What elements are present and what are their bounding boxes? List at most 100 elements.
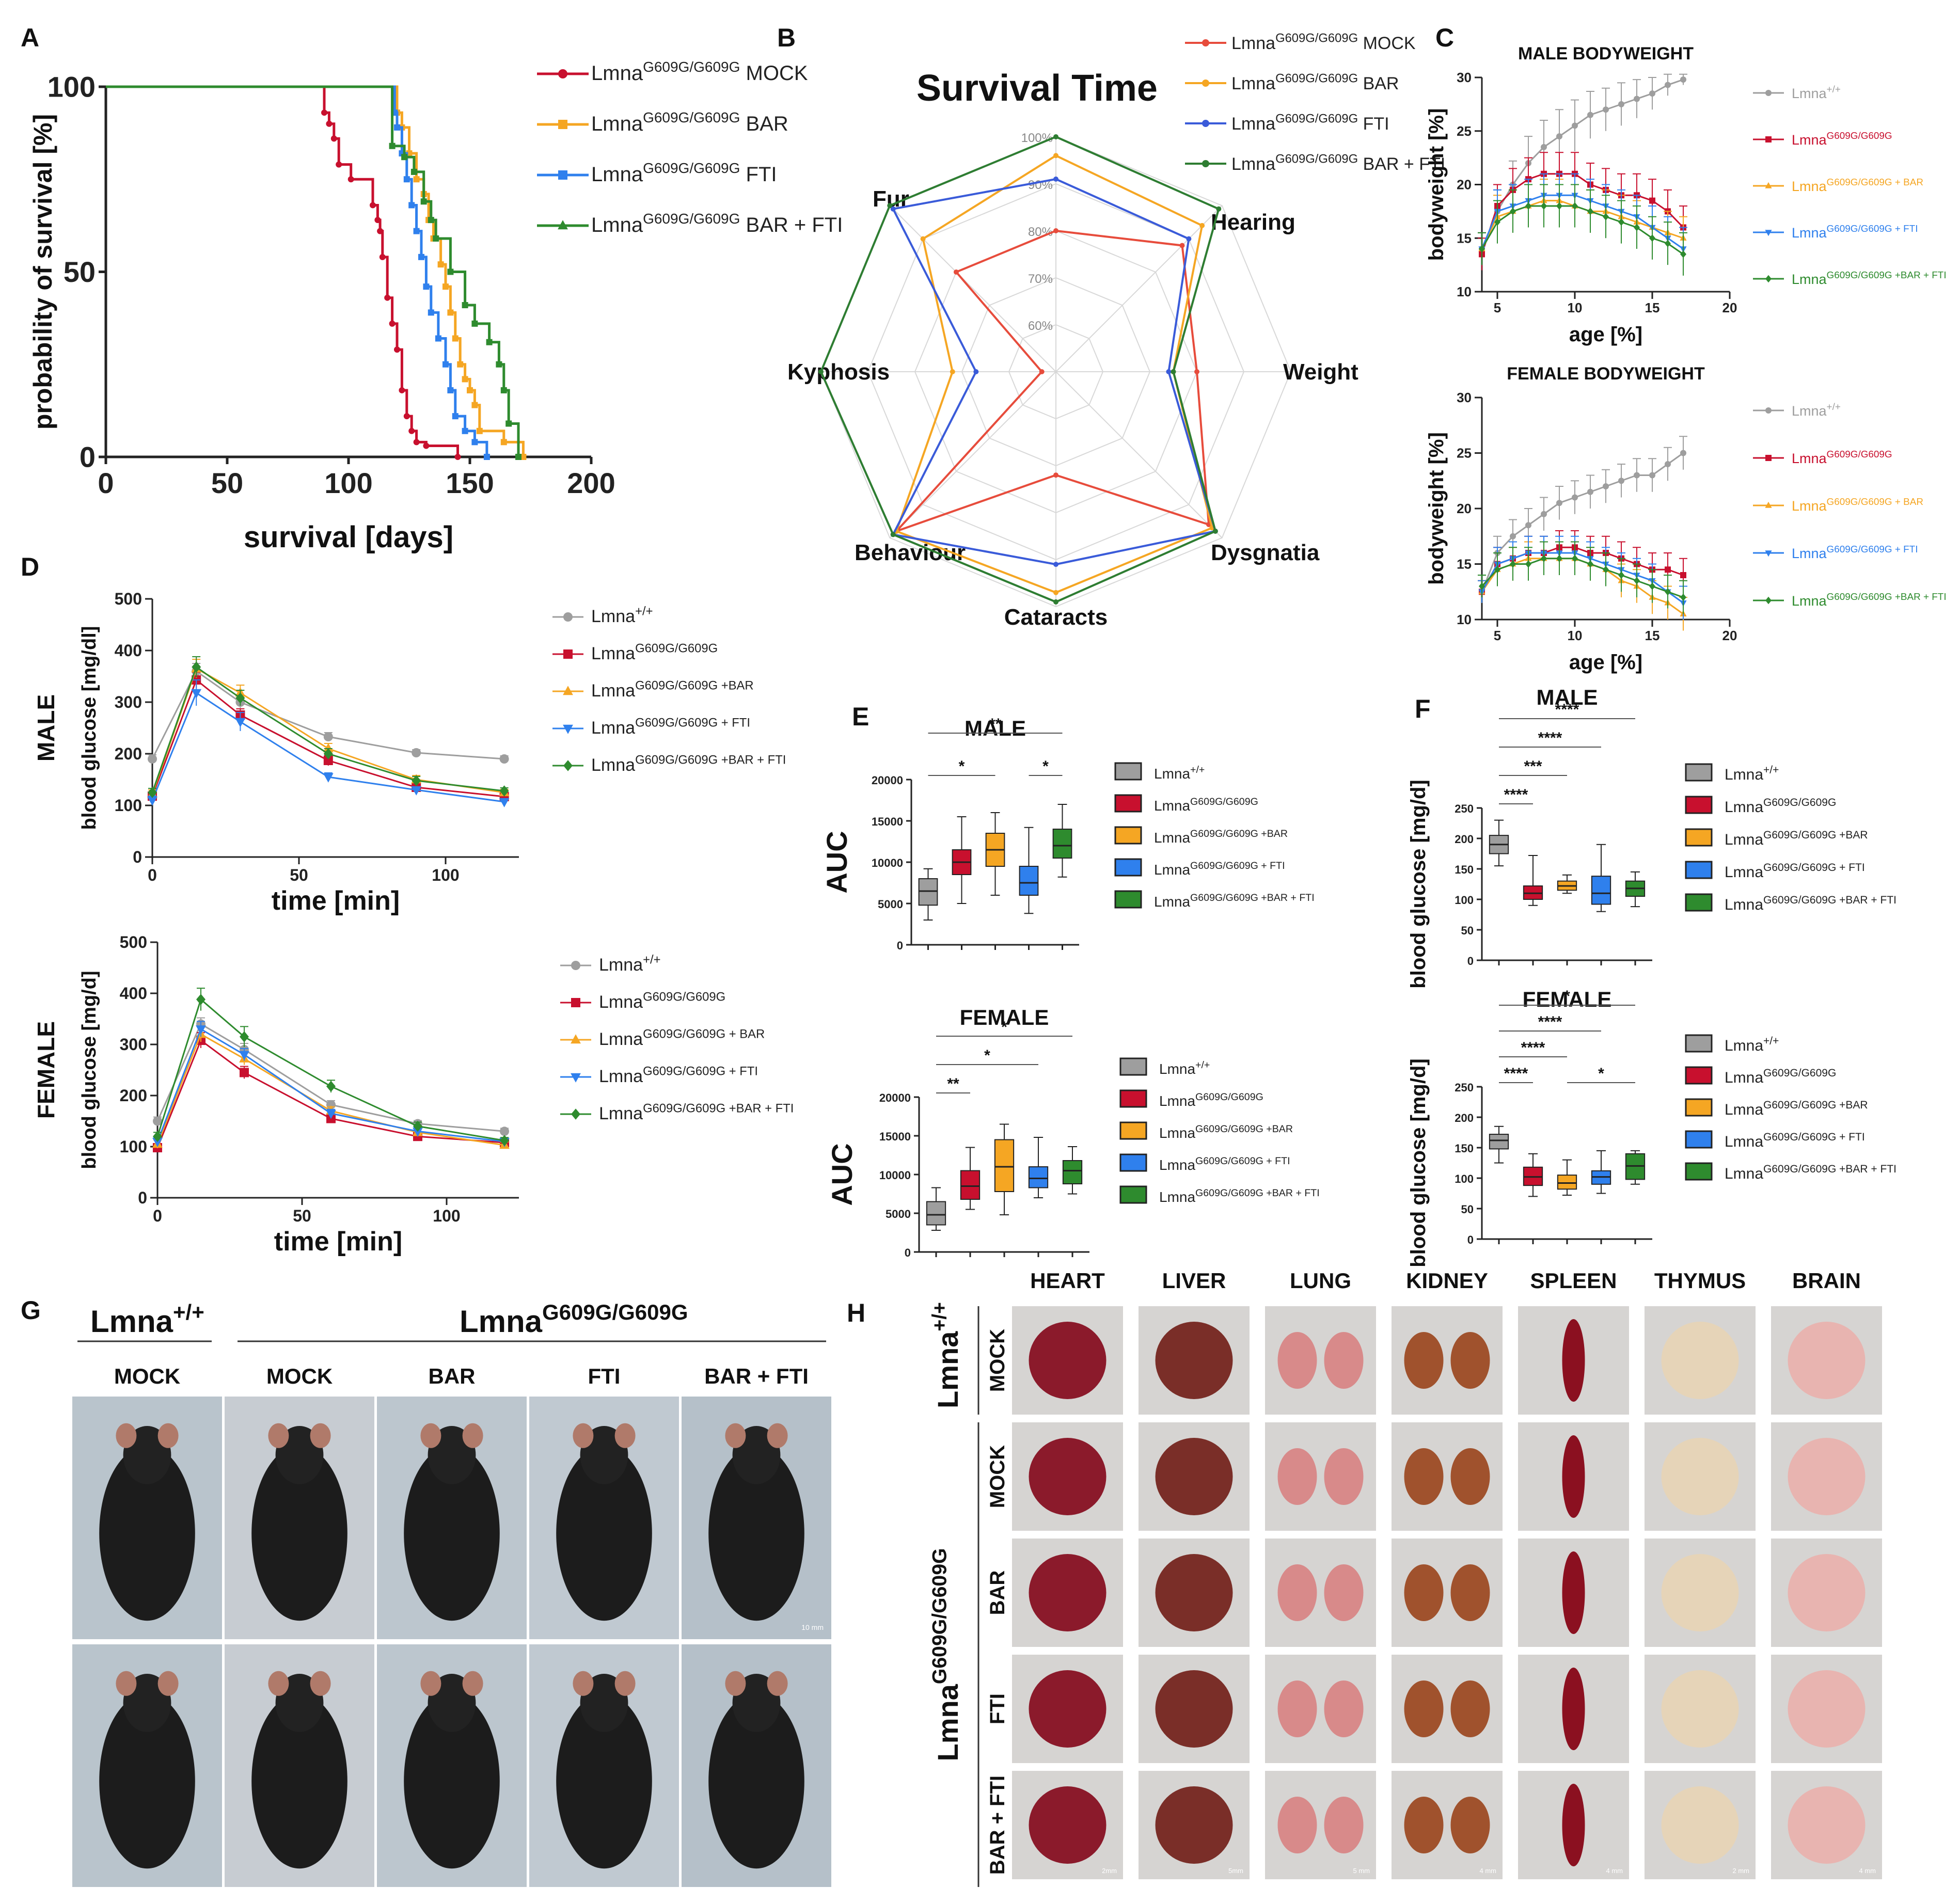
survival-event-marker — [454, 454, 461, 460]
survival-event-marker — [471, 402, 478, 408]
organ-shape — [1277, 1680, 1317, 1737]
survival-event-marker — [476, 427, 483, 434]
organ-shape — [1029, 1322, 1107, 1399]
mouse-ear — [420, 1671, 441, 1696]
mouse-ear — [614, 1671, 636, 1696]
female-auc-y-tick-label: 5000 — [886, 1208, 911, 1220]
female-bodyweight-x-tick-label: 10 — [1568, 628, 1583, 643]
female-bodyweight-legend-marker — [1765, 455, 1772, 461]
female-bodyweight-y-tick-label: 25 — [1457, 446, 1472, 461]
organ-row-label: BAR — [986, 1571, 1009, 1615]
male-bodyweight-data-point — [1479, 245, 1485, 253]
male-fasting-glucose-legend-swatch — [1685, 763, 1713, 782]
male-bodyweight-x-tick-label: 10 — [1568, 300, 1583, 315]
organ-shape — [1562, 1784, 1585, 1866]
female-bodyweight-x-tick-label: 5 — [1494, 628, 1501, 643]
female-fasting-glucose-significance-label: **** — [1504, 1065, 1528, 1082]
survival-event-marker — [442, 283, 449, 290]
male-glucose-y-tick-label: 200 — [115, 744, 142, 763]
female-bodyweight-y-axis-label: bodyweight [%] — [1425, 432, 1448, 585]
mouse-body — [99, 1693, 195, 1869]
radar-point — [953, 269, 959, 275]
male-glucose-data-point — [147, 796, 157, 806]
mouse-ear — [767, 1423, 788, 1448]
organ-shape — [1277, 1564, 1317, 1621]
male-auc-legend-swatch — [1114, 858, 1142, 877]
survival-event-marker — [447, 309, 454, 316]
male-bodyweight-data-point — [1525, 202, 1531, 210]
female-auc-legend-label: LmnaG609G/G609G + FTI — [1159, 1155, 1290, 1173]
female-fasting-glucose-legend-label: LmnaG609G/G609G — [1725, 1067, 1836, 1086]
survival-event-marker — [486, 339, 493, 345]
male-auc-box — [918, 878, 938, 906]
male-auc-significance-label: ** — [989, 716, 1002, 733]
organ-shape — [1404, 1797, 1444, 1853]
mouse-ear — [573, 1671, 594, 1696]
male-bodyweight-x-axis-label: age [%] — [1569, 323, 1642, 346]
female-bodyweight-data-point — [1556, 500, 1562, 506]
male-auc-y-tick-label: 15000 — [872, 815, 903, 828]
male-fasting-glucose-significance-label: **** — [1555, 701, 1579, 718]
female-fasting-glucose-y-tick-label: 250 — [1455, 1081, 1474, 1094]
organ-row-label: FTI — [986, 1693, 1009, 1724]
radar-point — [1053, 472, 1058, 478]
female-auc-title: FEMALE — [960, 1005, 1049, 1029]
survival-event-marker — [399, 387, 405, 393]
male-fasting-glucose-y-axis-label: blood glucose [mg/d] — [1407, 780, 1430, 988]
organ-shape — [1450, 1680, 1490, 1737]
female-fasting-glucose-y-tick-label: 100 — [1455, 1172, 1474, 1185]
male-glucose-legend-label: LmnaG609G/G609G +BAR + FTI — [591, 753, 786, 775]
male-auc-box — [1019, 866, 1039, 896]
survival-event-marker — [389, 142, 396, 149]
male-glucose-data-point — [191, 689, 202, 699]
survival-event-marker — [452, 335, 459, 342]
male-fasting-glucose-y-tick-label: 100 — [1455, 894, 1474, 907]
male-fasting-glucose-legend-swatch — [1685, 893, 1713, 912]
male-auc-y-tick-label: 5000 — [878, 898, 903, 911]
male-bodyweight-data-point — [1603, 213, 1609, 220]
female-bodyweight-y-tick-label: 20 — [1457, 501, 1472, 516]
female-bodyweight-data-point — [1665, 461, 1671, 467]
male-auc-legend-label: LmnaG609G/G609G +BAR + FTI — [1154, 892, 1315, 910]
female-bodyweight-data-point — [1494, 566, 1500, 574]
organ-column-label: SPLEEN — [1530, 1268, 1617, 1293]
organ-shape — [1155, 1322, 1233, 1399]
panel-letter-d: D — [21, 552, 39, 581]
female-fasting-glucose-legend-swatch — [1685, 1098, 1713, 1117]
female-glucose-data-point — [152, 1137, 163, 1147]
male-bodyweight-data-point — [1649, 90, 1655, 97]
organ-group-label-mutant: LmnaG609G/G609G — [929, 1548, 964, 1762]
organ-shape — [1450, 1797, 1490, 1853]
female-bodyweight-data-point — [1541, 511, 1547, 517]
female-auc-legend-label: LmnaG609G/G609G — [1159, 1091, 1263, 1109]
female-bodyweight-x-axis-label: age [%] — [1569, 651, 1642, 674]
mouse-ear — [573, 1423, 594, 1448]
female-glucose-data-point — [413, 1120, 422, 1132]
male-glucose-legend-marker — [563, 760, 573, 771]
radar-legend-marker — [1202, 160, 1209, 167]
female-auc-box — [1028, 1166, 1049, 1188]
female-bodyweight-data-point — [1618, 478, 1624, 484]
panel-e-auc-boxplots: E 0 5000 10000 15000 20000 MALE AUC Lmna+/+ LmnaG… — [820, 702, 1320, 1259]
survival-legend-label: LmnaG609G/G609G MOCK — [591, 59, 808, 85]
female-fasting-glucose-legend-swatch — [1685, 1034, 1713, 1053]
mouse-body — [251, 1446, 347, 1621]
male-auc-y-axis-label: AUC — [820, 831, 853, 893]
male-glucose-data-point — [323, 773, 334, 783]
female-bodyweight-data-point — [1525, 522, 1531, 529]
female-bodyweight-legend-label: LmnaG609G/G609G + BAR — [1792, 497, 1923, 514]
mouse-body — [99, 1446, 195, 1621]
panel-letter-g: G — [21, 1296, 41, 1325]
organ-shape — [1788, 1670, 1866, 1748]
survival-x-tick-label: 50 — [211, 467, 243, 499]
photo-column-label: BAR + FTI — [704, 1364, 809, 1388]
survival-event-marker — [428, 309, 434, 316]
survival-event-marker — [413, 439, 420, 446]
female-fasting-glucose-legend-swatch — [1685, 1066, 1713, 1085]
photo-column-label: BAR — [429, 1364, 476, 1388]
survival-event-marker — [347, 176, 354, 183]
mouse-ear — [268, 1671, 289, 1696]
male-glucose-data-point — [235, 692, 245, 704]
survival-x-axis-label: survival [days] — [244, 520, 453, 554]
survival-legend-marker — [558, 220, 568, 230]
